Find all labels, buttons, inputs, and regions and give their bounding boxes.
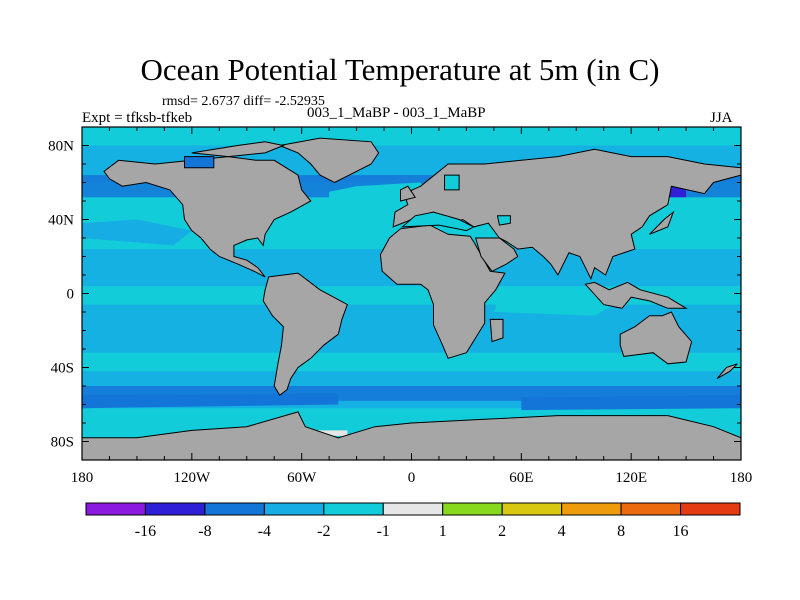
arabia-land <box>474 237 519 272</box>
colorbar-swatch <box>144 502 206 516</box>
colorbar-label: -8 <box>198 523 211 540</box>
colorbar-swatch <box>561 502 622 516</box>
colorbar-swatch <box>442 502 503 516</box>
eurasia-land <box>392 148 741 281</box>
y-tick-label: 80N <box>48 139 74 155</box>
caspian-sea <box>496 215 511 226</box>
colorbar-label: -16 <box>135 523 156 540</box>
south-pacific-bright-streak <box>82 352 266 372</box>
uk-land <box>400 185 417 202</box>
indian-ocean-bright <box>493 297 622 316</box>
new-zealand-land <box>716 363 738 380</box>
south-atlantic-bright-streak <box>320 356 449 372</box>
x-tick-label: 120W <box>173 470 211 486</box>
case-comparison-label: 003_1_MaBP - 003_1_MaBP <box>307 105 486 121</box>
indonesia-land <box>584 281 688 309</box>
north-america-land <box>103 156 312 278</box>
baltic-sea <box>444 174 460 191</box>
colorbar-swatch <box>85 502 146 516</box>
south-america-land <box>262 272 349 397</box>
antarctica-land <box>82 411 741 460</box>
rmsd-diff-stats: rmsd= 2.6737 diff= -2.52935 <box>162 94 325 109</box>
atlantic-equatorial-bright <box>338 287 427 298</box>
colorbar-swatch <box>263 502 325 516</box>
colorbar-label: 16 <box>673 523 689 540</box>
season-label: JJA <box>710 110 733 126</box>
colorbar-swatch <box>323 502 384 516</box>
colorbar-label: -1 <box>377 523 390 540</box>
colorbar-swatch <box>620 502 682 516</box>
africa-land <box>379 224 506 359</box>
colorbar-swatch <box>680 502 741 516</box>
north-pacific-cool-patch <box>82 219 192 246</box>
arctic-inlet-lake <box>184 156 215 169</box>
colorbar-label: 1 <box>439 523 447 540</box>
y-tick-label: 40S <box>51 361 74 377</box>
y-tick-label: 0 <box>67 287 75 303</box>
x-tick-label: 180 <box>71 470 94 486</box>
southern-ocean-deep-west <box>82 393 339 409</box>
greenland-land <box>277 137 380 184</box>
colorbar-label: 4 <box>558 523 566 540</box>
experiment-label: Expt = tfksb-tfkeb <box>82 110 193 126</box>
map-layer <box>82 127 741 460</box>
madagascar-land <box>489 318 504 343</box>
japan-land <box>649 210 675 235</box>
y-tick-label: 80S <box>51 435 74 451</box>
x-tick-label: 60W <box>287 470 317 486</box>
y-tick-label: 40N <box>48 213 74 229</box>
colorbar-swatch <box>204 502 265 516</box>
colorbar-label: 8 <box>617 523 625 540</box>
colorbar-swatch <box>382 502 444 516</box>
colorbar-swatch <box>501 502 563 516</box>
chart-title: Ocean Potential Temperature at 5m (in C) <box>140 52 660 87</box>
australia-land <box>619 311 693 365</box>
x-tick-label: 0 <box>408 470 416 486</box>
mediterranean-sea <box>400 211 475 232</box>
pacific-equatorial-bright <box>82 289 256 301</box>
colorbar-label: -2 <box>317 523 330 540</box>
colorbar-label: 2 <box>498 523 506 540</box>
x-tick-label: 120E <box>615 470 647 486</box>
southern-ocean-deep-east <box>521 395 741 411</box>
x-tick-label: 180 <box>730 470 753 486</box>
colorbar-label: -4 <box>258 523 271 540</box>
x-tick-label: 60E <box>509 470 533 486</box>
canadian-arctic-land <box>191 141 286 158</box>
